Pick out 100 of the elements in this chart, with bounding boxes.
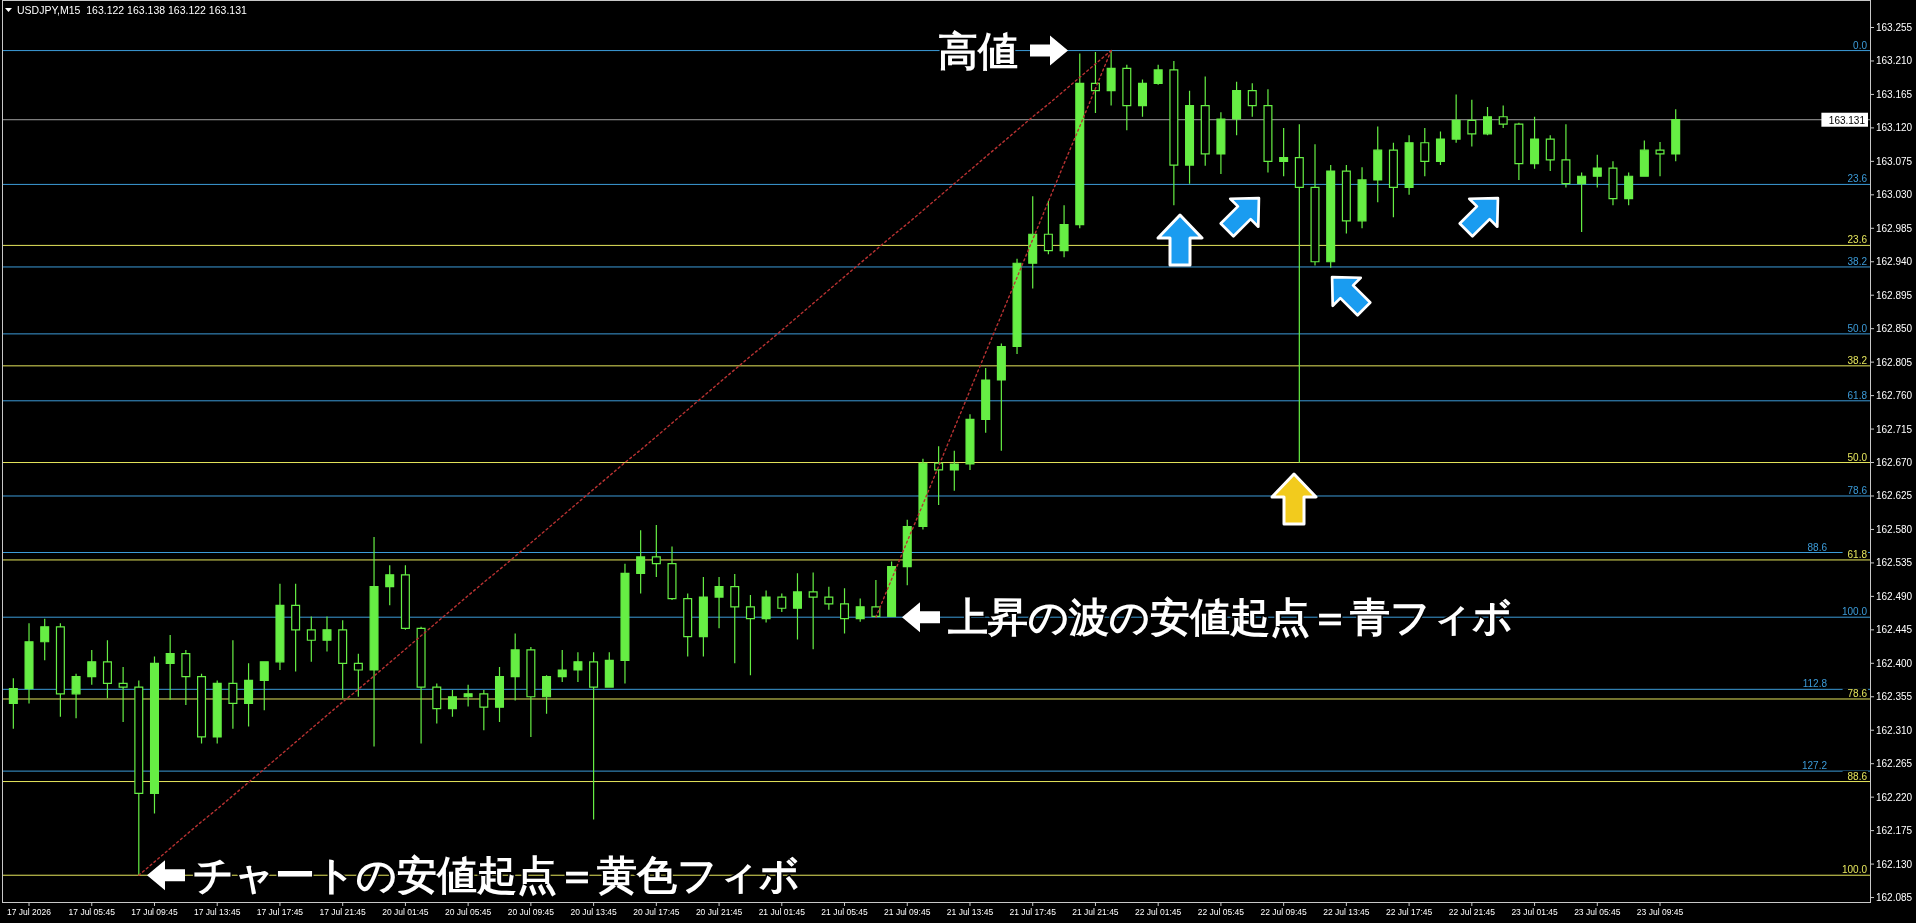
candlestick	[1545, 134, 1555, 172]
annotation: 50.0	[1847, 322, 1868, 334]
y-tick-label: 162.310	[1876, 724, 1913, 736]
candlestick	[698, 576, 708, 658]
candlestick	[338, 619, 348, 699]
candlestick	[714, 576, 724, 629]
x-tick-label: 20 Jul 21:45	[695, 907, 743, 917]
candlestick	[824, 586, 834, 611]
y-tick-label: 162.445	[1876, 624, 1913, 636]
y-tick-label: 162.625	[1876, 490, 1913, 502]
candlestick	[855, 598, 865, 623]
candlestick	[526, 646, 536, 738]
candlestick	[965, 413, 975, 471]
x-tick-label: 20 Jul 09:45	[507, 907, 555, 917]
x-tick-label: 21 Jul 05:45	[821, 907, 868, 917]
candlestick	[1106, 49, 1116, 107]
y-tick-label: 162.580	[1876, 523, 1913, 535]
candlestick	[447, 689, 457, 718]
candlestick	[745, 594, 755, 676]
x-tick-label: 22 Jul 21:45	[1448, 907, 1496, 917]
y-tick-label: 162.175	[1876, 825, 1913, 837]
x-tick-label: 17 Jul 13:45	[194, 907, 241, 917]
candlestick	[1263, 88, 1273, 174]
x-tick-label: 23 Jul 01:45	[1511, 907, 1558, 917]
candlestick	[1341, 164, 1351, 235]
candlestick	[636, 529, 646, 594]
y-tick-label: 162.760	[1876, 390, 1913, 402]
x-tick-label: 22 Jul 05:45	[1197, 907, 1245, 917]
y-tick-label: 163.120	[1876, 122, 1913, 134]
y-tick-label: 162.940	[1876, 256, 1913, 268]
candlestick	[306, 615, 316, 663]
candlestick	[808, 571, 818, 650]
candlestick	[1279, 127, 1289, 177]
candlestick	[212, 679, 222, 745]
candlestick	[1404, 134, 1414, 196]
candlestick	[1420, 127, 1430, 177]
annotation: 23.6	[1847, 173, 1868, 185]
candlestick	[494, 666, 505, 723]
annotation: 61.8	[1847, 548, 1868, 560]
x-tick-label: 23 Jul 09:45	[1636, 907, 1684, 917]
annotation: 88.6	[1847, 770, 1868, 782]
candlestick	[181, 649, 191, 706]
candlestick	[1137, 78, 1148, 118]
candlestick	[604, 651, 614, 688]
candlestick	[244, 662, 254, 728]
ref-line-label: 163.131	[1828, 114, 1866, 126]
annotation: 78.6	[1847, 687, 1868, 699]
candlestick	[1435, 131, 1445, 166]
chart-title: USDJPY,M15 163.122 163.138 163.122 163.131	[17, 4, 247, 16]
candlestick	[1169, 60, 1179, 206]
y-tick-label: 162.355	[1876, 691, 1913, 703]
annotation: 112.8	[1802, 678, 1828, 690]
candlestick	[620, 563, 630, 684]
candlestick	[8, 677, 18, 730]
y-tick-label: 163.165	[1876, 88, 1913, 100]
candlestick	[792, 572, 802, 641]
candlestick	[1577, 171, 1587, 233]
candlestick	[949, 450, 959, 492]
y-tick-label: 163.030	[1876, 189, 1913, 201]
y-tick-label: 163.210	[1876, 55, 1913, 67]
y-tick-label: 162.535	[1876, 557, 1913, 569]
y-tick-label: 162.850	[1876, 323, 1913, 335]
candlestick	[1592, 154, 1602, 188]
x-tick-label: 22 Jul 13:45	[1323, 907, 1370, 917]
candlestick	[1530, 116, 1540, 170]
candlestick	[102, 639, 112, 699]
candlestick	[902, 519, 912, 586]
candlestick	[871, 579, 881, 618]
x-tick-label: 17 Jul 09:45	[131, 907, 178, 917]
x-tick-label: 17 Jul 2026	[7, 907, 52, 917]
x-tick-label: 21 Jul 13:45	[946, 907, 994, 917]
annotation: 88.6	[1807, 541, 1828, 553]
candlestick	[777, 592, 787, 613]
candlestick	[1185, 90, 1195, 185]
x-tick-label: 22 Jul 01:45	[1135, 907, 1182, 917]
candlestick	[87, 649, 97, 686]
candlestick	[1153, 64, 1163, 86]
candlestick	[197, 673, 207, 745]
annotation: 38.2	[1847, 255, 1868, 267]
y-tick-label: 162.220	[1876, 791, 1913, 803]
x-tick-label: 21 Jul 01:45	[758, 907, 806, 917]
candlestick	[1028, 195, 1038, 290]
candlestick	[1483, 106, 1493, 136]
candlestick	[71, 673, 81, 719]
x-tick-label: 20 Jul 13:45	[570, 907, 618, 917]
candlestick	[1624, 171, 1634, 206]
annotation: 38.2	[1847, 354, 1868, 366]
candlestick	[918, 458, 928, 531]
candlestick	[1122, 64, 1132, 131]
x-tick-label: 23 Jul 05:45	[1574, 907, 1621, 917]
candlestick	[1012, 258, 1022, 355]
x-tick-label: 20 Jul 05:45	[444, 907, 492, 917]
candlestick	[996, 342, 1006, 452]
candlestick	[1388, 142, 1398, 218]
y-tick-label: 162.265	[1876, 758, 1913, 770]
y-tick-label: 162.130	[1876, 858, 1913, 870]
candlestick	[1655, 141, 1665, 177]
candlestick	[1467, 99, 1477, 148]
candlestick	[275, 583, 285, 671]
candlestick	[479, 689, 489, 731]
